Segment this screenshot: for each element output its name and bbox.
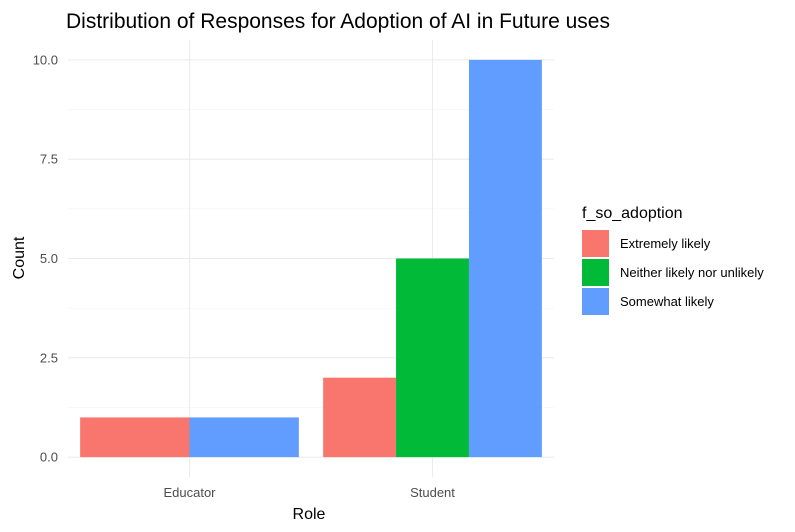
x-axis-title: Role [293, 506, 326, 523]
y-tick-label: 2.5 [40, 350, 58, 365]
legend-key [582, 288, 609, 315]
y-axis-title: Count [11, 236, 28, 279]
y-tick-label: 10.0 [33, 52, 58, 67]
legend-label: Somewhat likely [620, 294, 714, 309]
bars [80, 59, 542, 458]
legend-label: Neither likely nor unlikely [620, 265, 764, 280]
chart-title: Distribution of Responses for Adoption o… [66, 10, 610, 33]
y-tick-label: 7.5 [40, 152, 58, 167]
legend-title: f_so_adoption [582, 205, 683, 222]
y-tick-label: 0.0 [40, 450, 58, 465]
legend-key [582, 230, 609, 257]
x-tick-label: Student [410, 485, 455, 500]
x-axis-ticks: Educator Student [163, 485, 455, 500]
legend-key [582, 259, 609, 286]
x-tick-label: Educator [163, 485, 216, 500]
legend: f_so_adoption Extremely likely Neither li… [582, 205, 764, 315]
y-tick-label: 5.0 [40, 251, 58, 266]
legend-label: Extremely likely [620, 236, 711, 251]
bar-educator-somewhat-likely [189, 417, 299, 458]
bar-educator-extremely-likely [80, 417, 190, 458]
y-axis-ticks: 0.0 2.5 5.0 7.5 10.0 [33, 52, 58, 464]
bar-student-somewhat-likely [468, 59, 542, 458]
bar-student-neither-likely-nor-unlikely [396, 258, 469, 458]
bar-student-extremely-likely [323, 377, 397, 458]
